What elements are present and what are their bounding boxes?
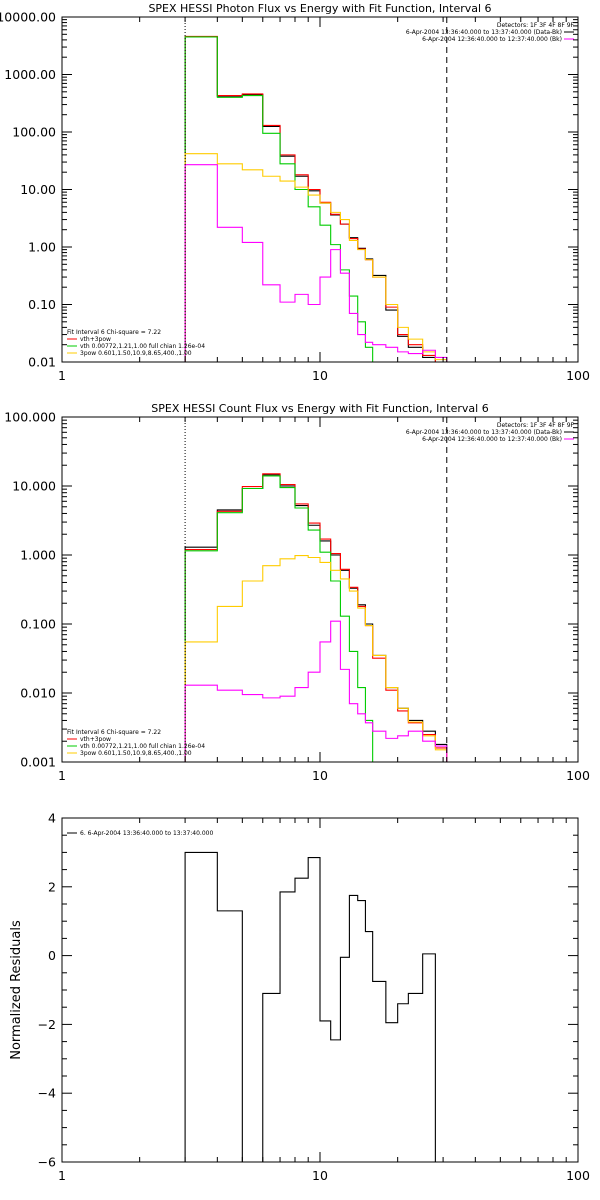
y-tick-label: 0.001: [20, 755, 56, 770]
y-tick-label: 100.00: [12, 125, 56, 140]
legend-entry: 3pow 0.601,1.50,10.9,8.65,400.,1.00: [80, 750, 192, 757]
y-tick-label: 10.000: [12, 479, 56, 494]
y-tick-label: 0.10: [28, 297, 56, 312]
legend-entry: Fit Interval 6 Chi-square = 7.22: [67, 329, 161, 336]
y-axis-label: Normalized Residuals: [9, 920, 24, 1060]
series-line-3: [184, 36, 374, 362]
plot-frame: [61, 416, 579, 763]
legend-entry: vth+3pow: [80, 736, 111, 743]
y-tick-label: 100.000: [4, 410, 56, 425]
y-tick-label: 10000.00: [0, 10, 56, 25]
y-tick-label: 2: [48, 879, 56, 894]
legend-entry: vth 0.00772,1.21,1.00 full chian 1.26e-0…: [80, 343, 205, 350]
series-line-4: [184, 555, 448, 762]
series-line-2: [184, 35, 436, 362]
series-group: [184, 851, 436, 1162]
x-tick-label: 100: [566, 768, 590, 783]
y-tick-label: 0.010: [20, 686, 56, 701]
chart-title: SPEX HESSI Photon Flux vs Energy with Fi…: [148, 2, 491, 15]
legend-entry: 3pow 0.601,1.50,10.9,8.65,400.,1.00: [80, 350, 192, 357]
series-group: [184, 473, 448, 762]
x-tick-label: 10: [312, 768, 328, 783]
panel-2: SPEX HESSI Count Flux vs Energy with Fit…: [4, 402, 590, 783]
series-line-1: [184, 851, 436, 1162]
series-line-1: [184, 36, 436, 362]
legend-entry: Fit Interval 6 Chi-square = 7.22: [67, 729, 161, 736]
x-tick-label: 1: [58, 768, 66, 783]
x-tick-label: 10: [312, 368, 328, 383]
series-line-5: [184, 620, 448, 762]
chart-title: SPEX HESSI Count Flux vs Energy with Fit…: [151, 402, 488, 415]
y-tick-label: 0.01: [28, 355, 56, 370]
legend-entry: Detectors: 1F 3F 4F 8F 9F: [497, 422, 575, 429]
series-line-2: [184, 473, 448, 762]
legend-entry: 6-Apr-2004 12:36:40.000 to 12:37:40.000 …: [422, 36, 562, 43]
y-tick-label: 0.100: [20, 617, 56, 632]
legend-entry: 6-Apr-2004 13:36:40.000 to 13:37:40.000 …: [406, 29, 562, 36]
y-tick-label: 10.00: [20, 182, 56, 197]
legend-entry: 6-Apr-2004 13:36:40.000 to 13:37:40.000 …: [406, 429, 562, 436]
legend-entry: 6-Apr-2004 12:36:40.000 to 12:37:40.000 …: [422, 436, 562, 443]
legend-entry: vth 0.00772,1.21,1.00 full chian 1.26e-0…: [80, 743, 205, 750]
y-tick-label: 0: [48, 948, 56, 963]
series-line-5: [184, 164, 448, 362]
y-tick-label: 1.00: [28, 240, 56, 255]
panel-1: SPEX HESSI Photon Flux vs Energy with Fi…: [0, 2, 590, 383]
y-tick-label: 1000.00: [4, 67, 56, 82]
series-group: [184, 35, 448, 362]
y-tick-label: −6: [38, 1155, 56, 1170]
x-tick-label: 100: [566, 1168, 590, 1183]
y-tick-label: −4: [38, 1086, 56, 1101]
series-line-3: [184, 475, 374, 762]
y-tick-label: 1.000: [20, 548, 56, 563]
legend-entry: Detectors: 1F 3F 4F 8F 9F: [497, 22, 575, 29]
y-tick-label: 4: [48, 811, 56, 826]
legend-entry: vth+3pow: [80, 336, 111, 343]
series-line-4: [184, 153, 448, 362]
legend-entry: 6. 6-Apr-2004 13:36:40.000 to 13:37:40.0…: [80, 830, 213, 837]
x-tick-label: 1: [58, 368, 66, 383]
x-tick-label: 1: [58, 1168, 66, 1183]
panel-3: 1 10 100 −6 −4 −2 0 2 4 Normalized Residuals 6. 6-…: [9, 811, 590, 1184]
series-line-1: [184, 474, 448, 762]
x-tick-label: 10: [312, 1168, 328, 1183]
x-tick-label: 100: [566, 368, 590, 383]
y-tick-label: −2: [38, 1017, 56, 1032]
